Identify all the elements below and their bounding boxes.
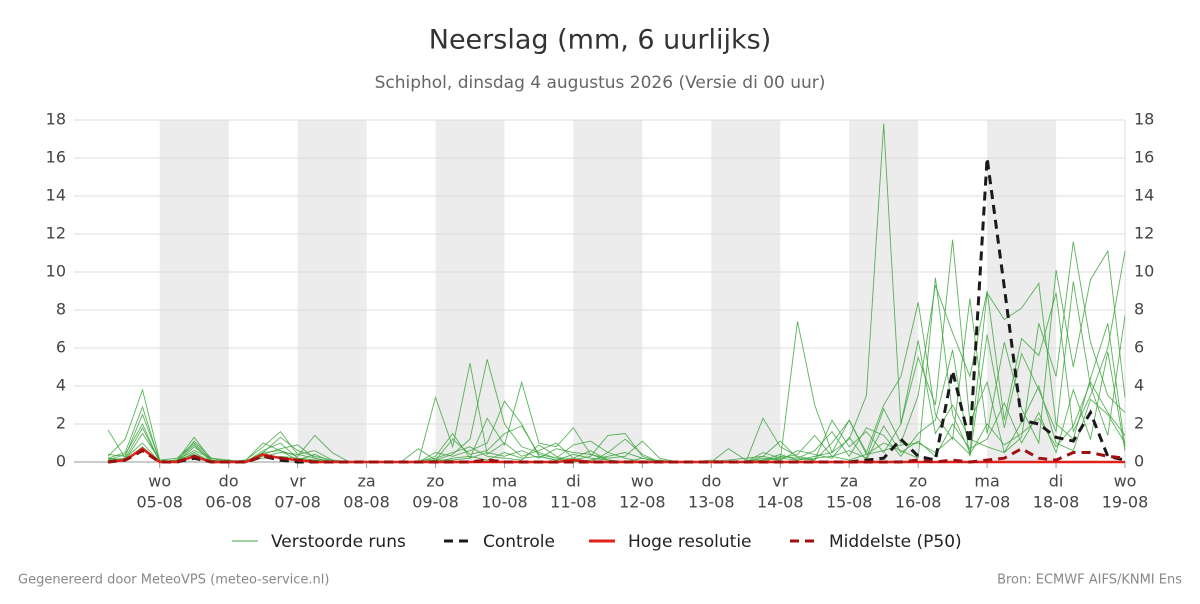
footer-credit: Bron: ECMWF AIFS/KNMI Ens bbox=[997, 573, 1182, 588]
x-tick-label: 12-08 bbox=[619, 493, 666, 512]
day-band bbox=[159, 120, 229, 462]
y-tick-label: 18 bbox=[46, 110, 66, 129]
x-tick-label: 16-08 bbox=[895, 493, 942, 512]
x-weekday-label: za bbox=[840, 472, 858, 491]
series-line bbox=[107, 446, 1126, 464]
x-weekday-label: ma bbox=[492, 472, 517, 491]
legend-label: Verstoorde runs bbox=[271, 532, 406, 552]
y2-tick-label: 16 bbox=[1134, 148, 1154, 167]
footer-source: Gegenereerd door MeteoVPS (meteo-service… bbox=[18, 573, 329, 588]
x-weekday-label: wo bbox=[148, 472, 171, 491]
y2-tick-label: 8 bbox=[1134, 300, 1144, 319]
x-tick-label: 08-08 bbox=[343, 493, 390, 512]
x-weekday-label: do bbox=[219, 472, 239, 491]
y2-tick-label: 2 bbox=[1134, 414, 1144, 433]
day-band bbox=[849, 120, 919, 462]
ensemble-line bbox=[107, 239, 1126, 463]
day-band bbox=[573, 120, 643, 462]
x-tick-label: 14-08 bbox=[757, 493, 804, 512]
y-tick-label: 14 bbox=[46, 186, 66, 205]
x-weekday-label: wo bbox=[1114, 472, 1137, 491]
legend-label: Middelste (P50) bbox=[829, 532, 962, 552]
ensemble-line bbox=[107, 123, 1126, 463]
y2-tick-label: 4 bbox=[1134, 376, 1144, 395]
x-weekday-label: zo bbox=[909, 472, 927, 491]
ensemble-line bbox=[107, 249, 1126, 463]
x-weekday-label: zo bbox=[426, 472, 444, 491]
x-tick-label: 09-08 bbox=[412, 493, 459, 512]
y-tick-label: 16 bbox=[46, 148, 66, 167]
chart-subtitle: Schiphol, dinsdag 4 augustus 2026 (Versi… bbox=[375, 73, 826, 93]
y2-tick-label: 6 bbox=[1134, 338, 1144, 357]
x-weekday-label: di bbox=[1049, 472, 1064, 491]
x-weekday-label: vr bbox=[772, 472, 788, 491]
y-tick-label: 2 bbox=[56, 414, 66, 433]
x-weekday-label: vr bbox=[290, 472, 306, 491]
chart-title: Neerslag (mm, 6 uurlijks) bbox=[429, 25, 771, 56]
x-weekday-label: ma bbox=[974, 472, 999, 491]
ensemble-line bbox=[107, 281, 1126, 463]
day-band bbox=[987, 120, 1057, 462]
x-tick-label: 07-08 bbox=[274, 493, 321, 512]
y-tick-label: 10 bbox=[46, 262, 66, 281]
y2-tick-label: 14 bbox=[1134, 186, 1154, 205]
legend-label: Hoge resolutie bbox=[628, 532, 752, 552]
legend-label: Controle bbox=[483, 532, 555, 552]
y-tick-label: 0 bbox=[56, 452, 66, 471]
x-tick-label: 10-08 bbox=[481, 493, 528, 512]
y-tick-label: 6 bbox=[56, 338, 66, 357]
x-weekday-label: wo bbox=[631, 472, 654, 491]
y-tick-label: 4 bbox=[56, 376, 66, 395]
x-tick-label: 15-08 bbox=[826, 493, 873, 512]
x-tick-label: 05-08 bbox=[136, 493, 183, 512]
x-weekday-label: di bbox=[566, 472, 581, 491]
x-weekday-label: za bbox=[357, 472, 375, 491]
y-tick-label: 8 bbox=[56, 300, 66, 319]
y2-tick-label: 18 bbox=[1134, 110, 1154, 129]
x-tick-label: 19-08 bbox=[1102, 493, 1149, 512]
day-shading bbox=[159, 120, 1057, 462]
x-tick-label: 06-08 bbox=[205, 493, 252, 512]
x-tick-label: 18-08 bbox=[1033, 493, 1080, 512]
x-tick-label: 11-08 bbox=[550, 493, 597, 512]
day-band bbox=[711, 120, 781, 462]
y2-tick-label: 12 bbox=[1134, 224, 1154, 243]
x-tick-label: 13-08 bbox=[688, 493, 735, 512]
day-band bbox=[297, 120, 367, 462]
x-weekday-label: do bbox=[701, 472, 721, 491]
day-band bbox=[435, 120, 505, 462]
y-tick-label: 12 bbox=[46, 224, 66, 243]
y2-tick-label: 0 bbox=[1134, 452, 1144, 471]
y2-tick-label: 10 bbox=[1134, 262, 1154, 281]
x-tick-label: 17-08 bbox=[964, 493, 1011, 512]
